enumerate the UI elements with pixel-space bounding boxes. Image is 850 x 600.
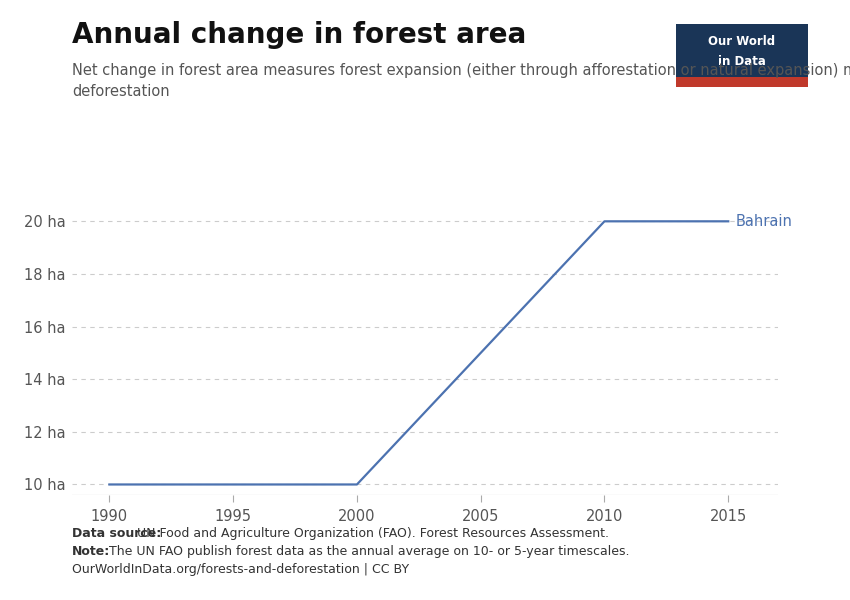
Text: OurWorldInData.org/forests-and-deforestation | CC BY: OurWorldInData.org/forests-and-deforesta… [72,563,410,576]
Text: The UN FAO publish forest data as the annual average on 10- or 5-year timescales: The UN FAO publish forest data as the an… [105,545,629,558]
Text: UN Food and Agriculture Organization (FAO). Forest Resources Assessment.: UN Food and Agriculture Organization (FA… [133,527,609,540]
Text: Data source:: Data source: [72,527,162,540]
Bar [676,77,807,87]
Text: Bahrain: Bahrain [735,214,792,229]
Text: Annual change in forest area: Annual change in forest area [72,21,526,49]
Text: Note:: Note: [72,545,110,558]
Text: Net change in forest area measures forest expansion (either through afforestatio: Net change in forest area measures fores… [72,63,850,99]
Text: Our World: Our World [708,35,775,48]
Text: in Data: in Data [717,55,766,68]
